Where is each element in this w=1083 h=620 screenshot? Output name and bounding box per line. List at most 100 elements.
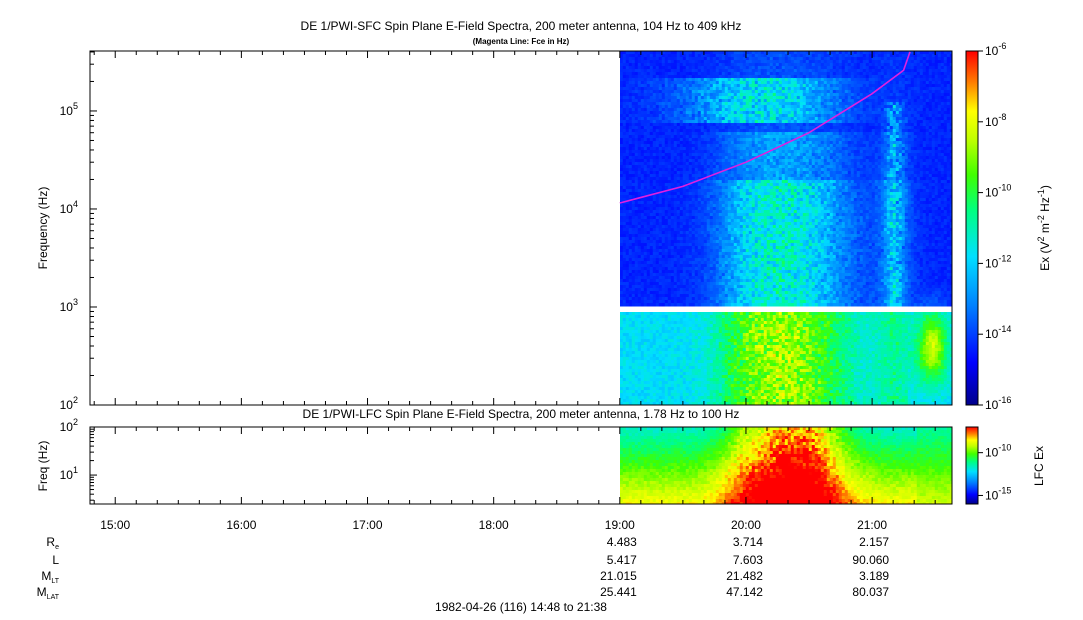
top-spectrogram-cell	[670, 249, 675, 253]
top-spectrogram-cell	[688, 189, 693, 193]
top-spectrogram-cell	[745, 177, 750, 181]
top-spectrogram-cell	[733, 345, 738, 349]
top-spectrogram-cell	[709, 255, 714, 259]
top-spectrogram-cell	[622, 264, 627, 268]
top-spectrogram-cell	[634, 186, 639, 190]
top-spectrogram-cell	[631, 363, 636, 367]
top-spectrogram-cell	[715, 270, 720, 274]
top-spectrogram-cell	[733, 54, 738, 58]
top-spectrogram-cell	[694, 378, 699, 382]
top-spectrogram-cell	[664, 294, 669, 298]
top-spectrogram-cell	[727, 123, 732, 127]
top-spectrogram-cell	[700, 156, 705, 160]
top-spectrogram-cell	[697, 84, 702, 88]
top-spectrogram-cell	[655, 225, 660, 229]
top-spectrogram-cell	[676, 375, 681, 379]
top-spectrogram-cell	[691, 189, 696, 193]
top-spectrogram-cell	[667, 303, 672, 307]
top-spectrogram-cell	[715, 402, 720, 405]
top-spectrogram-cell	[742, 162, 747, 166]
top-spectrogram-cell	[620, 198, 624, 202]
top-spectrogram-cell	[745, 198, 750, 202]
top-spectrogram-cell	[622, 303, 627, 307]
top-spectrogram-cell	[620, 132, 624, 136]
top-spectrogram-cell	[664, 303, 669, 307]
top-spectrogram-cell	[727, 342, 732, 346]
top-spectrogram-cell	[670, 135, 675, 139]
top-spectrogram-cell	[736, 57, 741, 61]
top-spectrogram-cell	[625, 327, 630, 331]
top-spectrogram-cell	[727, 120, 732, 124]
top-spectrogram-cell	[643, 96, 648, 100]
top-spectrogram-cell	[721, 141, 726, 145]
top-spectrogram-cell	[694, 234, 699, 238]
top-spectrogram-cell	[682, 180, 687, 184]
top-spectrogram-cell	[715, 162, 720, 166]
top-spectrogram-cell	[730, 276, 735, 280]
top-spectrogram-cell	[694, 135, 699, 139]
top-spectrogram-cell	[706, 399, 711, 403]
top-spectrogram-cell	[715, 261, 720, 265]
top-spectrogram-cell	[628, 249, 633, 253]
top-spectrogram-cell	[718, 240, 723, 244]
top-spectrogram-cell	[703, 165, 708, 169]
top-spectrogram-cell	[622, 69, 627, 73]
top-spectrogram-cell	[628, 210, 633, 214]
top-spectrogram-cell	[670, 69, 675, 73]
top-spectrogram-cell	[712, 87, 717, 91]
top-spectrogram-cell	[646, 237, 651, 241]
top-spectrogram-cell	[742, 213, 747, 217]
top-spectrogram-cell	[730, 168, 735, 172]
top-spectrogram-cell	[643, 81, 648, 85]
top-spectrogram-cell	[664, 228, 669, 232]
top-spectrogram-cell	[622, 75, 627, 79]
top-spectrogram-cell	[661, 207, 666, 211]
top-spectrogram-cell	[736, 213, 741, 217]
top-spectrogram-cell	[661, 84, 666, 88]
top-spectrogram-cell	[706, 267, 711, 271]
top-spectrogram-cell	[697, 228, 702, 232]
top-spectrogram-cell	[745, 192, 750, 196]
top-spectrogram-cell	[715, 246, 720, 250]
top-spectrogram-cell	[631, 219, 636, 223]
top-spectrogram-cell	[718, 207, 723, 211]
top-spectrogram-cell	[637, 396, 642, 400]
top-spectrogram-cell	[703, 210, 708, 214]
top-spectrogram-cell	[631, 384, 636, 388]
top-spectrogram-cell	[730, 231, 735, 235]
top-spectrogram-cell	[721, 249, 726, 253]
top-spectrogram-cell	[649, 129, 654, 133]
top-spectrogram-cell	[727, 378, 732, 382]
top-spectrogram-cell	[643, 75, 648, 79]
top-spectrogram-cell	[745, 342, 750, 346]
top-spectrogram-cell	[727, 231, 732, 235]
top-spectrogram-cell	[724, 357, 729, 361]
top-spectrogram-cell	[709, 270, 714, 274]
top-spectrogram-cell	[673, 156, 678, 160]
top-spectrogram-cell	[685, 159, 690, 163]
top-spectrogram-cell	[706, 375, 711, 379]
top-spectrogram-cell	[685, 333, 690, 337]
top-spectrogram-cell	[700, 198, 705, 202]
top-spectrogram-cell	[631, 387, 636, 391]
top-spectrogram-cell	[670, 120, 675, 124]
top-spectrogram-cell	[733, 132, 738, 136]
top-spectrogram-cell	[733, 399, 738, 403]
top-spectrogram-cell	[679, 153, 684, 157]
top-spectrogram-cell	[688, 387, 693, 391]
top-spectrogram-cell	[718, 327, 723, 331]
top-spectrogram-cell	[688, 372, 693, 376]
top-spectrogram-cell	[682, 216, 687, 220]
top-spectrogram-cell	[628, 222, 633, 226]
top-spectrogram-cell	[667, 54, 672, 58]
top-spectrogram-cell	[643, 111, 648, 115]
top-spectrogram-cell	[634, 51, 639, 55]
top-spectrogram-cell	[730, 345, 735, 349]
top-spectrogram-cell	[733, 84, 738, 88]
top-spectrogram-cell	[649, 219, 654, 223]
top-spectrogram-cell	[625, 90, 630, 94]
top-spectrogram-cell	[620, 300, 624, 304]
top-spectrogram-cell	[682, 147, 687, 151]
top-spectrogram-cell	[709, 54, 714, 58]
top-spectrogram-cell	[727, 78, 732, 82]
